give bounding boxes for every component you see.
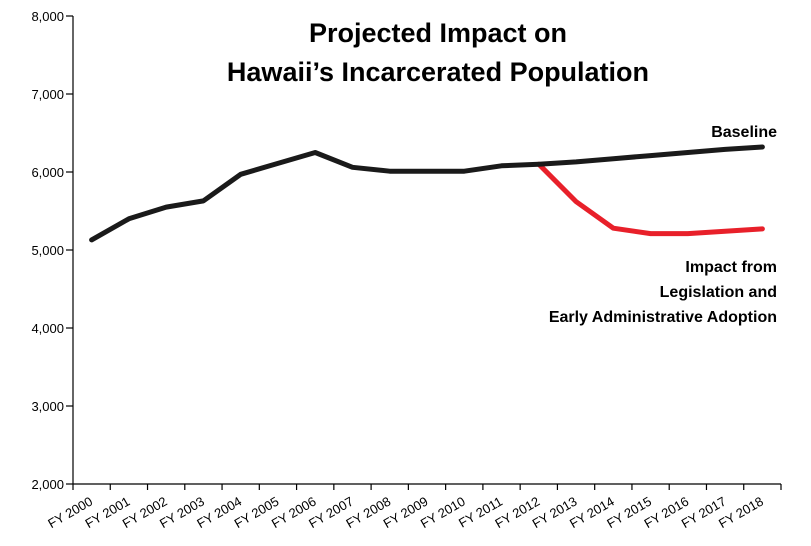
y-tick-label: 5,000 [31, 243, 64, 258]
impact-label-line-3: Early Administrative Adoption [549, 309, 777, 326]
y-tick-label: 3,000 [31, 399, 64, 414]
impact-series-label: Impact from Legislation and Early Admini… [549, 259, 777, 326]
series-layer [89, 144, 765, 243]
y-tick-label: 6,000 [31, 165, 64, 180]
baseline-series-label: Baseline [711, 124, 777, 141]
y-axis-ticks: 2,000 3,000 4,000 5,000 6,000 7,000 8,000 [31, 9, 73, 492]
chart-title-line-2: Hawaii’s Incarcerated Population [227, 57, 649, 87]
y-tick-label: 4,000 [31, 321, 64, 336]
y-tick-label: 8,000 [31, 9, 64, 24]
y-tick-label: 7,000 [31, 87, 64, 102]
baseline-series-line [89, 144, 765, 243]
impact-label-line-1: Impact from [685, 259, 777, 276]
chart-title: Projected Impact on Hawaii’s Incarcerate… [227, 18, 649, 87]
baseline-label-line-1: Baseline [711, 124, 777, 141]
impact-label-line-2: Legislation and [660, 284, 777, 301]
y-tick-label: 2,000 [31, 477, 64, 492]
impact-series-line [536, 161, 765, 237]
chart-title-line-1: Projected Impact on [309, 18, 567, 48]
